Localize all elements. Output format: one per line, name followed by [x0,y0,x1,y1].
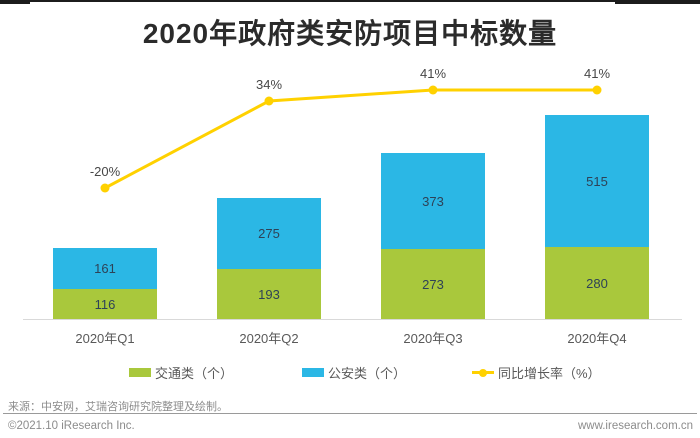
bar-segment-police: 275 [217,198,321,269]
legend-label-growth: 同比增长率（%） [498,366,601,381]
x-axis-label: 2020年Q4 [567,331,627,346]
legend-label-traffic: 交通类（个） [155,366,234,381]
growth-value-label: 41% [583,66,611,81]
bar-segment-traffic: 273 [381,249,485,319]
x-axis-label: 2020年Q1 [75,331,135,346]
x-axis-line [23,319,682,320]
website-text: www.iresearch.com.cn [577,420,693,432]
growth-value-label: 34% [255,77,283,92]
legend: 交通类（个） 公安类（个） 同比增长率（%） [0,363,700,381]
bar-segment-police: 161 [53,248,157,289]
copyright-text: ©2021.10 iResearch Inc. [8,420,135,432]
top-rule-line [0,0,700,2]
bar-segment-traffic: 193 [217,269,321,319]
legend-item-traffic: 交通类（个） [129,363,233,382]
legend-swatch-traffic [129,368,151,377]
legend-item-police: 公安类（个） [302,363,406,382]
top-rule-left-cap [0,0,30,4]
growth-value-label: -20% [89,164,121,179]
growth-line-point [592,85,602,95]
bar-segment-police: 515 [545,115,649,247]
bar-segment-traffic: 280 [545,247,649,319]
source-note: 来源：中安网，艾瑞咨询研究院整理及绘制。 [8,401,228,413]
legend-swatch-police [302,368,324,377]
top-rule-right-cap [615,0,700,4]
growth-line [104,88,597,190]
bar-segment-traffic: 116 [53,289,157,319]
growth-value-label: 41% [419,66,447,81]
legend-swatch-growth-line [472,368,494,377]
chart-title: 2020年政府类安防项目中标数量 [142,18,558,49]
legend-item-growth: 同比增长率（%） [472,363,601,382]
footer-divider [3,413,697,414]
legend-label-police: 公安类（个） [328,366,407,381]
x-axis-label: 2020年Q3 [403,331,463,346]
growth-line-point [264,96,274,106]
x-axis-label: 2020年Q2 [239,331,299,346]
growth-line-point [100,183,110,193]
growth-line-point [428,85,438,95]
bar-segment-police: 373 [381,153,485,249]
